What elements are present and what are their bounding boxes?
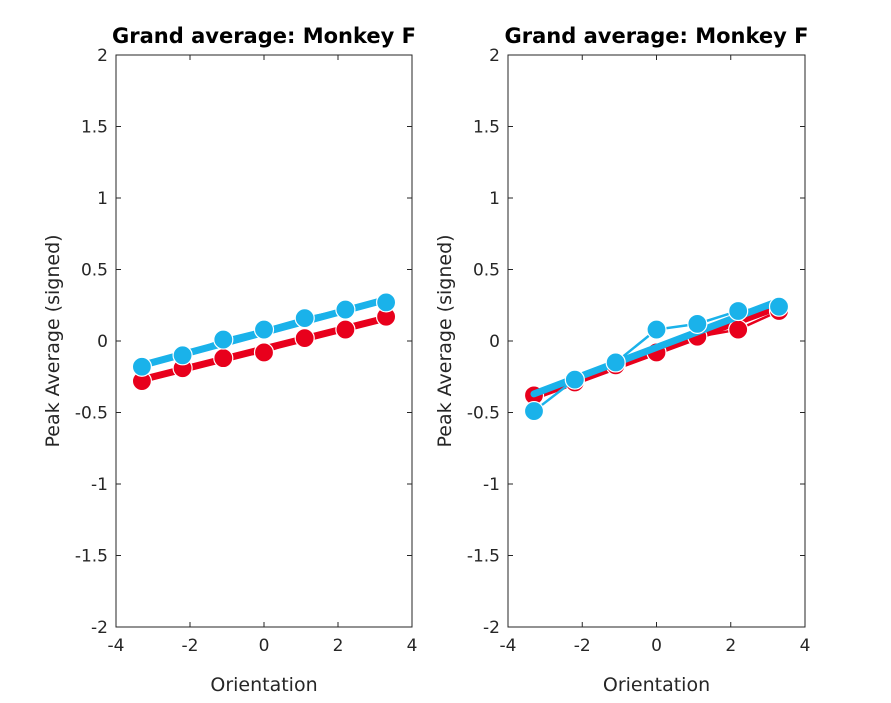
chart-title: Grand average: Monkey F bbox=[505, 24, 809, 48]
data-point bbox=[335, 319, 356, 340]
data-point bbox=[294, 308, 315, 329]
data-point bbox=[768, 296, 790, 317]
data-point bbox=[646, 319, 667, 340]
x-tick-label: 4 bbox=[407, 636, 418, 656]
data-point bbox=[376, 292, 397, 313]
data-point bbox=[213, 329, 234, 350]
data-point bbox=[294, 328, 315, 349]
y-tick-label: 0 bbox=[97, 332, 108, 352]
data-point bbox=[728, 300, 749, 322]
y-tick-label: 1.5 bbox=[81, 118, 108, 138]
series-2 bbox=[523, 296, 790, 422]
y-tick-label: -1.5 bbox=[75, 547, 108, 567]
y-tick-label: 1.5 bbox=[473, 118, 500, 138]
x-tick-label: 2 bbox=[725, 636, 736, 656]
y-tick-label: -0.5 bbox=[467, 404, 500, 424]
data-point bbox=[728, 319, 749, 340]
y-tick-label: 2 bbox=[489, 46, 500, 66]
x-tick-label: 2 bbox=[333, 636, 344, 656]
y-tick-label: -1 bbox=[483, 475, 500, 495]
x-axis-label: Orientation bbox=[603, 674, 710, 696]
y-tick-label: 1 bbox=[97, 189, 108, 209]
x-tick-label: -2 bbox=[574, 636, 591, 656]
y-axis-label: Peak Average (signed) bbox=[42, 234, 64, 447]
series-1 bbox=[131, 306, 397, 392]
x-tick-label: -2 bbox=[182, 636, 199, 656]
y-tick-label: 0.5 bbox=[81, 261, 108, 281]
x-tick-label: 0 bbox=[259, 636, 270, 656]
chart-title: Grand average: Monkey F bbox=[112, 24, 416, 48]
data-point bbox=[172, 345, 193, 366]
x-tick-label: 0 bbox=[651, 636, 662, 656]
y-tick-label: -0.5 bbox=[75, 404, 108, 424]
x-tick-label: 4 bbox=[800, 636, 811, 656]
y-tick-label: 0.5 bbox=[473, 261, 500, 281]
data-point bbox=[564, 369, 585, 390]
x-tick-label: -4 bbox=[108, 636, 125, 656]
y-tick-label: 0 bbox=[489, 332, 500, 352]
data-point bbox=[253, 342, 275, 363]
series-2 bbox=[131, 292, 397, 377]
data-point bbox=[213, 348, 234, 369]
y-tick-label: 1 bbox=[489, 189, 500, 209]
y-tick-label: -2 bbox=[91, 618, 108, 638]
data-point bbox=[335, 299, 356, 320]
axes-box bbox=[507, 54, 806, 628]
y-tick-label: -2 bbox=[483, 618, 500, 638]
y-tick-label: -1 bbox=[91, 475, 108, 495]
x-axis-label: Orientation bbox=[210, 674, 317, 696]
y-axis-label: Peak Average (signed) bbox=[434, 234, 456, 447]
x-tick-label: -4 bbox=[500, 636, 517, 656]
data-point bbox=[605, 352, 626, 373]
data-point bbox=[253, 319, 275, 340]
y-tick-label: 2 bbox=[97, 46, 108, 66]
axes-box bbox=[115, 54, 413, 628]
data-point bbox=[687, 313, 708, 334]
data-point bbox=[131, 356, 152, 377]
data-point bbox=[523, 400, 545, 422]
y-tick-label: -1.5 bbox=[467, 547, 500, 567]
